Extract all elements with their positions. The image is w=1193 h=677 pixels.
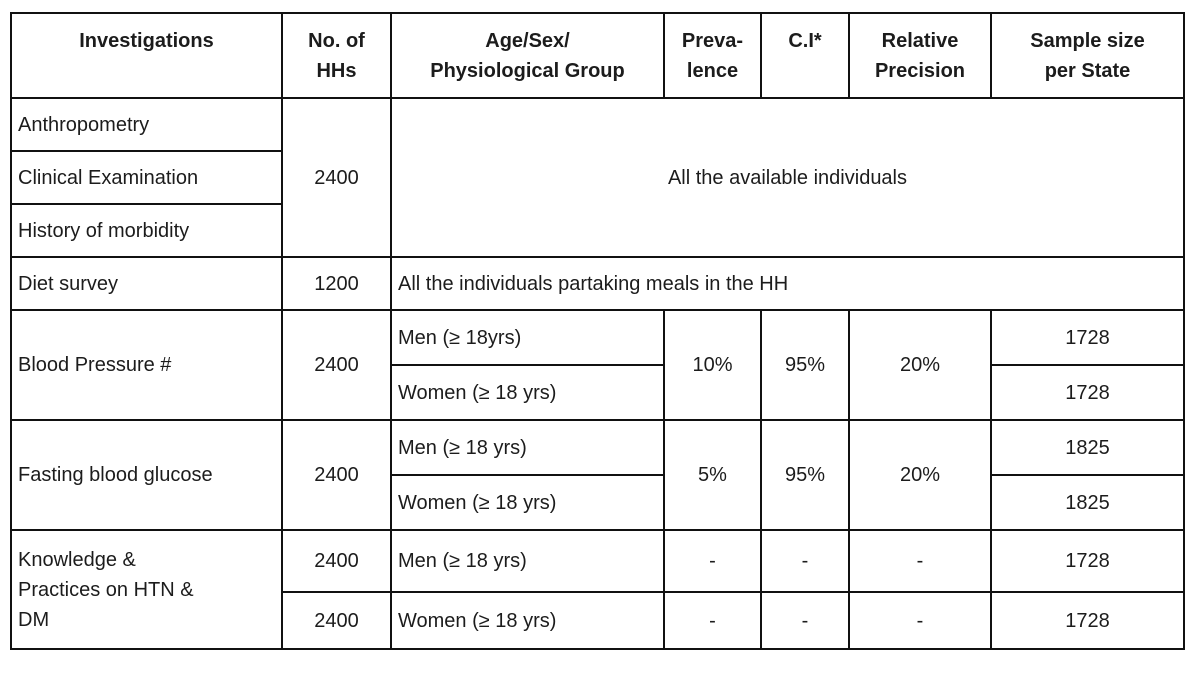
cell-rp-fasting-glucose: 20% <box>848 419 992 531</box>
cell-hhs-anthro-group: 2400 <box>281 97 392 258</box>
cell-group-fbg-women: Women (≥ 18 yrs) <box>390 474 665 531</box>
row-clinical-examination: Clinical Examination <box>10 150 1184 205</box>
cell-hhs-kp-men: 2400 <box>281 529 392 593</box>
cell-note-all-available-individuals: All the available individuals <box>390 97 1185 258</box>
cell-group-bp-women: Women (≥ 18 yrs) <box>390 364 665 421</box>
cell-ci-kp-women: - <box>760 591 850 650</box>
cell-hhs-fasting-glucose: 2400 <box>281 419 392 531</box>
cell-hhs-blood-pressure: 2400 <box>281 309 392 421</box>
cell-investigation-fasting-glucose: Fasting blood glucose <box>10 419 283 531</box>
table-header-row: Investigations No. of HHs Age/Sex/ Physi… <box>10 12 1185 99</box>
cell-rp-kp-women: - <box>848 591 992 650</box>
row-history-of-morbidity: History of morbidity <box>10 203 1184 258</box>
cell-sample-bp-women: 1728 <box>990 364 1185 421</box>
cell-hhs-diet-survey: 1200 <box>281 256 392 311</box>
col-header-relative-precision: Relative Precision <box>848 12 992 99</box>
cell-group-bp-men: Men (≥ 18yrs) <box>390 309 665 366</box>
col-header-age-sex-group: Age/Sex/ Physiological Group <box>390 12 665 99</box>
cell-investigation-knowledge-practices: Knowledge & Practices on HTN & DM <box>10 529 283 650</box>
cell-prevalence-blood-pressure: 10% <box>663 309 762 421</box>
cell-investigation-history-of-morbidity: History of morbidity <box>10 203 283 258</box>
cell-sample-fbg-women: 1825 <box>990 474 1185 531</box>
cell-sample-bp-men: 1728 <box>990 309 1185 366</box>
cell-group-kp-women: Women (≥ 18 yrs) <box>390 591 665 650</box>
cell-group-kp-men: Men (≥ 18 yrs) <box>390 529 665 593</box>
col-header-prevalence: Preva- lence <box>663 12 762 99</box>
cell-ci-blood-pressure: 95% <box>760 309 850 421</box>
cell-sample-kp-men: 1728 <box>990 529 1185 593</box>
cell-investigation-blood-pressure: Blood Pressure # <box>10 309 283 421</box>
cell-ci-kp-men: - <box>760 529 850 593</box>
col-header-no-of-hhs: No. of HHs <box>281 12 392 99</box>
cell-hhs-kp-women: 2400 <box>281 591 392 650</box>
cell-prevalence-fasting-glucose: 5% <box>663 419 762 531</box>
row-diet-survey: Diet survey 1200 All the individuals par… <box>10 256 1185 311</box>
row-knowledge-practices-men: Knowledge & Practices on HTN & DM 2400 M… <box>10 529 1185 650</box>
cell-investigation-clinical-examination: Clinical Examination <box>10 150 283 205</box>
cell-prevalence-kp-men: - <box>663 529 762 593</box>
row-blood-pressure-women: Women (≥ 18 yrs) 1728 <box>11 364 1185 421</box>
survey-sampling-table: Investigations No. of HHs Age/Sex/ Physi… <box>10 12 1185 650</box>
cell-sample-fbg-men: 1825 <box>990 419 1185 476</box>
cell-rp-kp-men: - <box>848 529 992 593</box>
row-fasting-glucose-women: Women (≥ 18 yrs) 1825 <box>11 474 1185 531</box>
cell-sample-kp-women: 1728 <box>990 591 1185 650</box>
cell-investigation-anthropometry: Anthropometry <box>10 97 283 152</box>
row-anthropometry: Anthropometry 2400 All the available ind… <box>10 97 1185 258</box>
cell-prevalence-kp-women: - <box>663 591 762 650</box>
cell-investigation-diet-survey: Diet survey <box>10 256 283 311</box>
cell-group-fbg-men: Men (≥ 18 yrs) <box>390 419 665 476</box>
row-knowledge-practices-women: 2400 Women (≥ 18 yrs) - - - 1728 <box>11 591 1185 650</box>
col-header-investigations: Investigations <box>10 12 283 99</box>
row-fasting-glucose-men: Fasting blood glucose 2400 Men (≥ 18 yrs… <box>10 419 1185 531</box>
cell-rp-blood-pressure: 20% <box>848 309 992 421</box>
cell-ci-fasting-glucose: 95% <box>760 419 850 531</box>
cell-note-partaking-meals: All the individuals partaking meals in t… <box>390 256 1185 311</box>
col-header-sample-size: Sample size per State <box>990 12 1185 99</box>
col-header-ci: C.I* <box>760 12 850 99</box>
row-blood-pressure-men: Blood Pressure # 2400 Men (≥ 18yrs) 10% … <box>10 309 1185 421</box>
